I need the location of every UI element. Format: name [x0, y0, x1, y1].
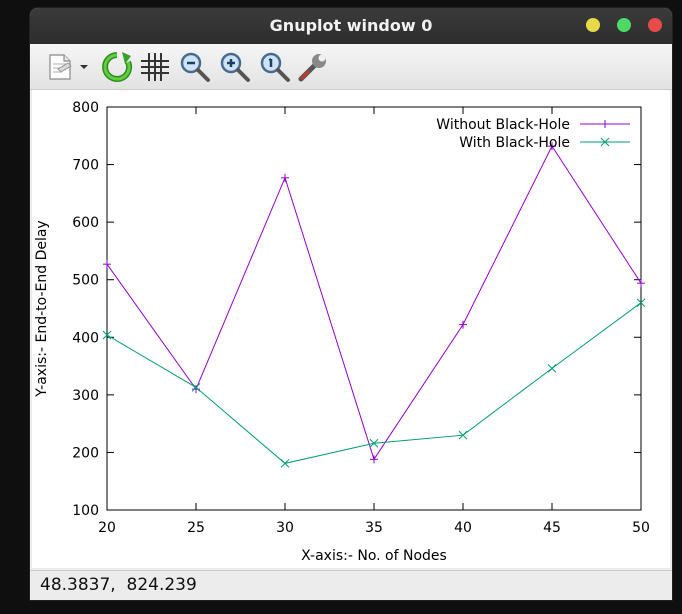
x-tick-label: 45	[543, 520, 561, 536]
plot-border	[106, 106, 642, 511]
wrench-icon	[298, 54, 326, 82]
copy-to-clipboard-icon	[49, 54, 72, 80]
zoom-in-button[interactable]	[218, 50, 252, 84]
chevron-down-icon	[80, 65, 88, 69]
y-tick-label: 700	[72, 158, 99, 174]
data-point	[191, 383, 201, 392]
zoom-out-icon	[180, 52, 210, 82]
refresh-icon	[102, 52, 133, 82]
zoom-in-icon	[220, 52, 250, 82]
legend-label: Without Black-Hole	[436, 117, 570, 133]
replot-button[interactable]	[100, 50, 134, 84]
export-menu-button[interactable]	[76, 50, 92, 84]
status-bar: 48.3837, 824.239	[30, 570, 672, 600]
y-tick-label: 100	[72, 503, 99, 519]
y-tick-label: 600	[72, 215, 99, 231]
y-tick-label: 500	[72, 273, 99, 289]
y-tick-label: 400	[72, 330, 99, 346]
autoscale-button[interactable]	[258, 50, 292, 84]
data-point	[458, 430, 468, 440]
x-tick-label: 40	[454, 520, 472, 536]
zoom-out-button[interactable]	[178, 50, 212, 84]
series-line	[106, 145, 642, 461]
series-line	[106, 302, 642, 464]
data-point	[636, 298, 646, 308]
mouse-coordinates: 48.3837, 824.239	[40, 575, 197, 595]
minimize-button[interactable]	[586, 18, 600, 32]
zoom-fit-icon	[260, 52, 290, 82]
window-title: Gnuplot window 0	[269, 16, 433, 35]
maximize-button[interactable]	[617, 18, 631, 32]
gnuplot-window: Gnuplot window 0	[30, 8, 672, 600]
data-point	[280, 459, 290, 468]
legend-label: With Black-Hole	[459, 135, 570, 151]
y-tick-label: 200	[72, 445, 99, 461]
x-tick-label: 20	[98, 520, 116, 536]
y-axis-label: Y-axis:- End-to-End Delay	[34, 220, 50, 397]
copy-to-clipboard-button[interactable]	[44, 50, 74, 84]
data-point	[600, 137, 610, 147]
data-point	[369, 438, 379, 448]
line-chart: 100 200 300 400 500 600 700 800 20 25 30 35 40 45 50 X-…	[34, 100, 650, 564]
close-button[interactable]	[648, 18, 662, 32]
x-tick-label: 35	[365, 520, 383, 536]
x-tick-label: 30	[276, 520, 294, 536]
title-bar[interactable]: Gnuplot window 0	[30, 8, 672, 44]
x-axis-label: X-axis:- No. of Nodes	[301, 548, 447, 564]
toolbar	[30, 44, 672, 90]
plot-area[interactable]: 100 200 300 400 500 600 700 800 20 25 30 35 40 45 50 X-…	[32, 90, 670, 568]
grid-icon	[141, 53, 169, 81]
y-tick-label: 800	[72, 100, 99, 116]
data-point	[547, 364, 557, 373]
x-tick-label: 25	[187, 520, 205, 536]
grid-button[interactable]	[138, 50, 172, 84]
x-tick-label: 50	[632, 520, 650, 536]
y-tick-label: 300	[72, 388, 99, 404]
data-point	[102, 330, 112, 340]
settings-button[interactable]	[296, 50, 330, 84]
